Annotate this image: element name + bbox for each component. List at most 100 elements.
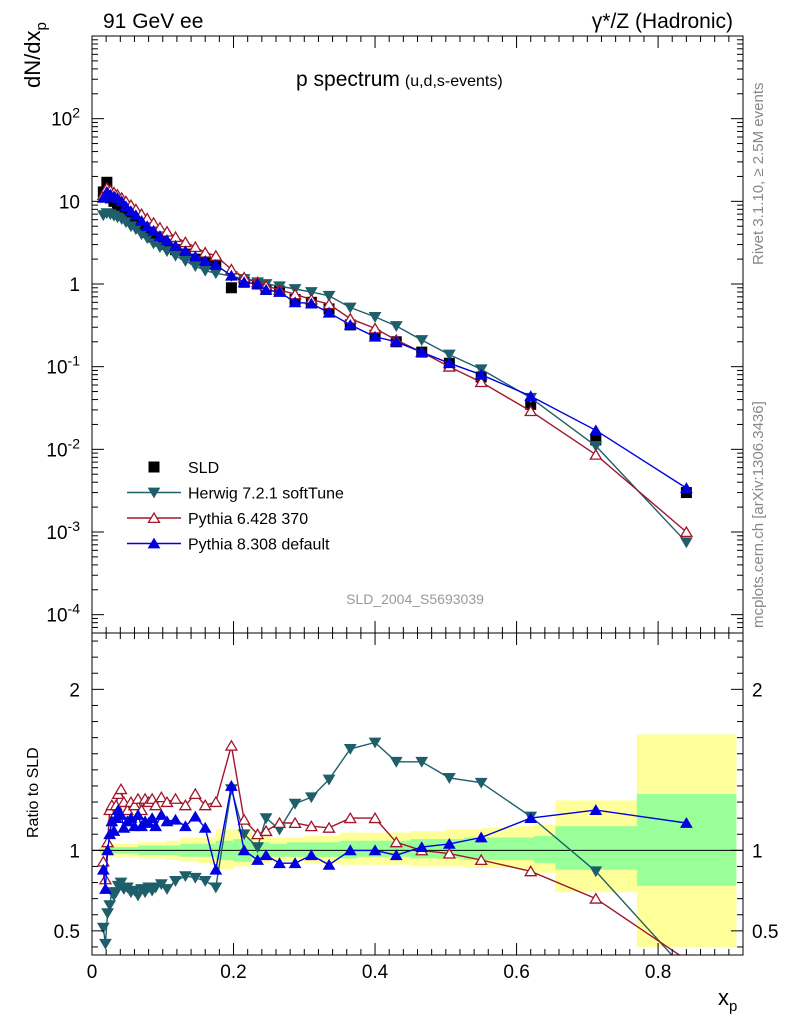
ratio-y-tick-label: 0.5 [54,922,80,943]
ratio-point-series-2 [107,825,121,836]
main-point-series-1 [368,311,382,323]
ratio-point-series-0 [368,737,382,749]
legend-marker-0 [148,461,160,473]
ratio-point-series-1 [114,782,128,795]
ratio-point-series-0 [259,813,273,825]
ratio-point-series-1 [224,739,239,751]
ratio-point-series-2 [179,820,192,832]
ratio-frame [91,632,744,956]
band-inner-bin [534,835,556,864]
main-point-series-3 [160,234,174,245]
ratio-point-series-2 [188,810,202,822]
header-process-label: γ*/Z (Hadronic) [592,10,733,33]
main-y-tick-label: 10-2 [46,435,80,461]
ratio-point-series-2 [154,808,168,820]
ratio-point-series-0 [389,756,403,768]
ratio-point-series-0 [681,967,692,976]
legend-label-0: SLD [188,460,219,477]
main-point-series-3 [389,335,403,347]
ratio-y-tick-label-right: 1 [752,841,763,862]
ratio-point-series-1 [288,816,302,829]
ratio-point-series-0 [160,884,174,895]
x-tick-label: 0 [87,962,98,983]
ratio-point-series-1 [178,799,193,811]
main-point-series-1 [442,349,456,361]
ratio-point-series-0 [188,872,202,884]
main-point-series-3 [304,297,318,309]
ratio-point-series-1 [343,811,357,824]
main-y-tick-label: 10-4 [46,601,80,627]
ratio-point-series-1 [442,847,456,859]
ratio-y-tick-label-right: 0.5 [752,922,778,943]
ratio-point-series-2 [304,849,318,861]
main-point-series-3 [251,278,264,289]
main-point-series-0 [136,222,148,234]
ratio-point-series-2 [389,849,403,861]
main-point-series-1 [680,537,693,549]
main-y-axis-label: dN/dxp [20,22,50,88]
main-point-series-2 [474,375,488,388]
ratio-point-series-2 [145,812,159,824]
ratio-uncertainty-band [92,734,743,947]
ratio-point-series-2 [273,857,286,869]
ratio-point-series-1 [474,853,488,866]
ratio-point-series-2 [101,844,114,856]
ratio-point-series-0 [304,792,318,804]
main-point-series-3 [198,255,212,266]
ratio-point-series-0 [288,798,302,810]
ratio-point-series-0 [149,882,163,894]
main-point-series-3 [442,357,456,369]
ratio-point-series-1 [259,824,273,837]
band-inner-bin [286,842,305,857]
main-point-series-3 [415,346,429,358]
ratio-point-series-0 [589,866,603,878]
main-point-series-3 [343,318,357,330]
main-point-series-3 [179,245,192,257]
ratio-point-series-1 [250,828,265,840]
ratio-point-series-0 [415,756,429,768]
legend-marker-1 [147,487,161,499]
x-tick-label: 0.2 [220,962,246,983]
main-point-series-3 [273,286,286,297]
band-inner-bin [555,826,588,870]
ratio-y-tick-label-right: 2 [752,680,763,701]
main-point-series-1 [140,233,154,244]
ratio-point-series-1 [209,795,223,808]
main-y-tick-label: 10-1 [46,353,80,379]
ratio-point-series-0 [103,900,117,912]
ratio-point-series-2 [169,813,182,825]
main-y-tick-label: 1 [69,275,80,296]
plot-title: p spectrum (u,d,s-events) [296,68,503,91]
ratio-point-series-1 [589,892,603,904]
ratio-point-series-2 [368,844,382,856]
main-point-series-0 [225,282,237,294]
main-y-tick-label: 10 [59,192,80,213]
ratio-point-series-2 [99,883,112,894]
ratio-point-series-1 [127,799,142,811]
ratio-point-series-2 [680,817,693,828]
analysis-watermark: SLD_2004_S5693039 [346,591,484,607]
main-point-series-3 [225,269,238,281]
header-energy-label: 91 GeV ee [103,10,203,33]
ratio-point-series-1 [304,819,318,832]
ratio-point-series-1 [168,792,183,804]
ratio-point-series-1 [154,790,168,803]
legend-label-2: Pythia 6.428 370 [188,511,308,528]
legend-marker-3 [147,537,161,549]
ratio-point-series-2 [415,841,429,853]
ratio-point-series-0 [251,842,264,854]
main-point-series-2 [679,525,694,538]
main-point-series-1 [322,290,336,302]
ratio-point-series-2 [288,857,302,869]
ratio-point-series-2 [160,815,174,827]
ratio-point-series-0 [99,938,112,950]
plot-title-sub: (u,d,s-events) [405,73,503,90]
main-point-series-1 [169,250,182,262]
x-tick-label: 0.8 [645,962,671,983]
band-inner-bin [321,842,341,857]
ratio-point-series-2 [117,821,131,833]
main-point-series-1 [589,441,603,452]
ratio-point-series-2 [442,837,456,849]
main-point-series-1 [389,321,403,332]
x-tick-label: 0.4 [362,962,389,983]
